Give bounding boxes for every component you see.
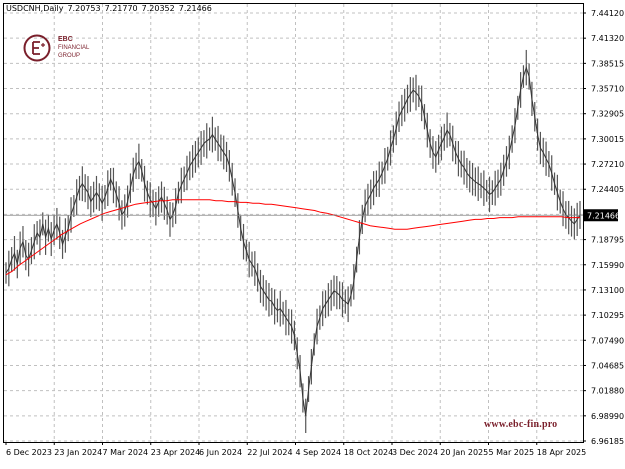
x-tick-label: 20 Jan 2025: [440, 448, 488, 457]
ebc-logo: EBC FINANCIAL GROUP: [22, 33, 89, 63]
moving-average-line: [5, 199, 580, 276]
price-line: [5, 65, 581, 416]
x-tick-label: 5 Mar 2025: [489, 448, 535, 457]
close-value: 7.21466: [178, 4, 212, 13]
y-tick-label: 6.98990: [591, 412, 624, 421]
y-tick-label: 7.32905: [591, 110, 624, 119]
y-tick-label: 6.96185: [591, 437, 624, 446]
logo-text-financial: FINANCIAL: [58, 45, 90, 51]
low-value: 7.20352: [141, 4, 175, 13]
y-tick-label: 7.30015: [591, 135, 624, 144]
y-tick-label: 7.15990: [591, 261, 624, 270]
ebc-logo-icon: [23, 34, 51, 62]
y-tick-label: 7.41320: [591, 34, 624, 43]
logo-text-group: GROUP: [58, 53, 81, 59]
y-tick-label: 7.13100: [591, 286, 624, 295]
y-tick-label: 7.04685: [591, 361, 624, 370]
x-tick-label: 22 Jul 2024: [247, 448, 292, 457]
high-value: 7.21770: [104, 4, 138, 13]
last-price-label: 7.21466: [587, 211, 620, 220]
x-tick-label: 4 Sep 2024: [296, 448, 342, 457]
y-tick-label: 7.44120: [591, 9, 624, 18]
x-tick-label: 18 Oct 2024: [344, 448, 393, 457]
x-tick-label: 7 Mar 2024: [103, 448, 149, 457]
symbol-info-bar: USDCNH,Daily 7.20753 7.21770 7.20352 7.2…: [6, 4, 212, 13]
y-tick-label: 7.18795: [591, 236, 624, 245]
open-value: 7.20753: [67, 4, 101, 13]
x-tick-label: 18 Apr 2025: [537, 448, 586, 457]
last-price-tag: [584, 209, 618, 222]
logo-text-ebc: EBC: [58, 36, 73, 43]
symbol-label: USDCNH,Daily: [6, 4, 64, 13]
x-tick-label: 6 Jun 2024: [199, 448, 242, 457]
y-tick-label: 7.35710: [591, 85, 624, 94]
x-tick-label: 6 Dec 2023: [6, 448, 52, 457]
y-tick-label: 7.27210: [591, 160, 624, 169]
y-tick-label: 7.38515: [591, 59, 624, 68]
x-tick-label: 23 Jan 2024: [54, 448, 102, 457]
y-tick-label: 7.07490: [591, 336, 624, 345]
watermark-url: www.ebc-fin.pro: [484, 419, 558, 430]
x-tick-label: 3 Dec 2024: [392, 448, 438, 457]
y-tick-label: 7.01880: [591, 387, 624, 396]
x-tick-label: 23 Apr 2024: [151, 448, 200, 457]
y-tick-label: 7.10295: [591, 311, 624, 320]
y-tick-label: 7.24405: [591, 185, 624, 194]
